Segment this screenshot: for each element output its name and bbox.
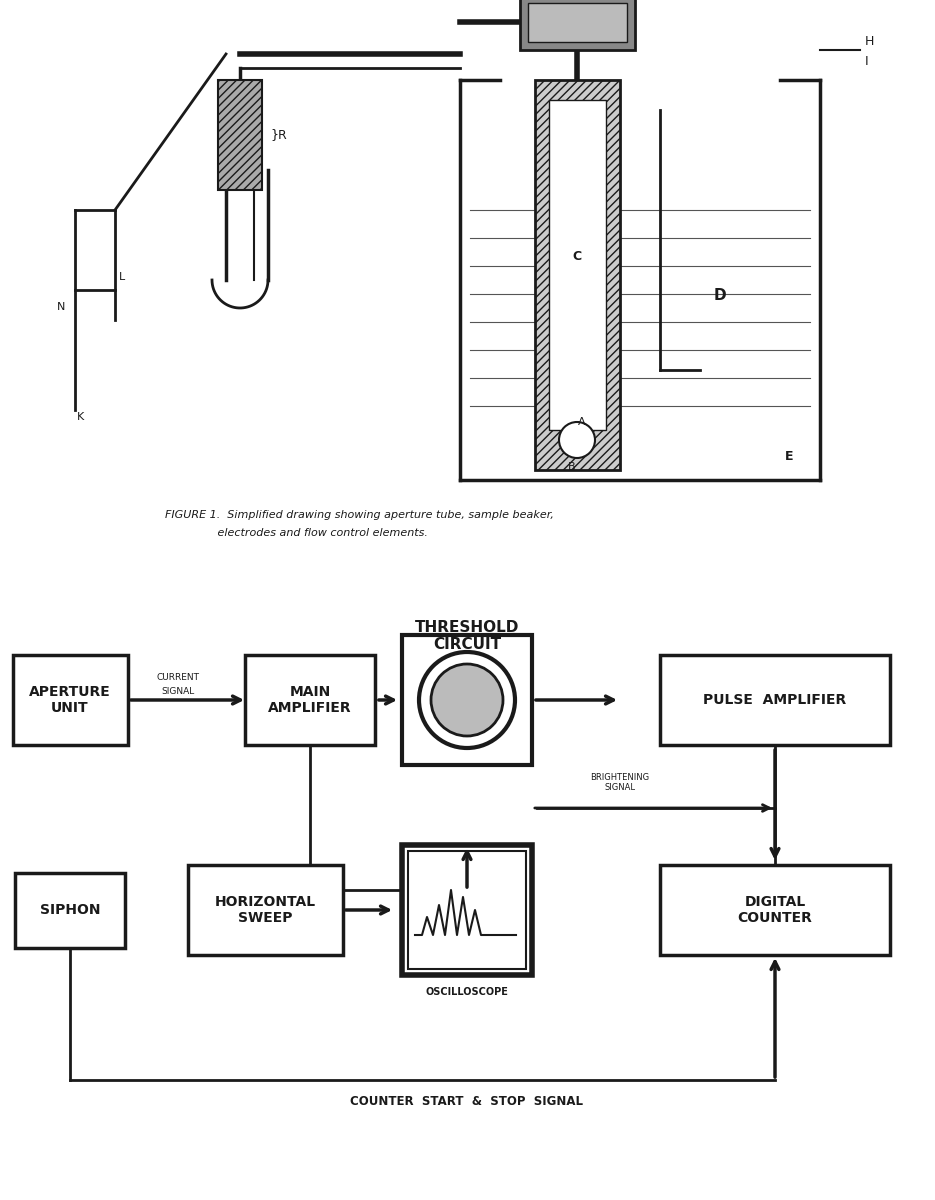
Text: BRIGHTENING
SIGNAL: BRIGHTENING SIGNAL: [590, 773, 650, 792]
Text: }R: }R: [270, 128, 287, 142]
Bar: [402, 635, 532, 766]
Text: CURRENT: CURRENT: [156, 673, 199, 682]
Bar: [245, 655, 375, 745]
Bar: [218, 80, 262, 190]
Text: C: C: [572, 250, 582, 263]
Text: H: H: [865, 35, 874, 48]
Bar: [15, 874, 125, 948]
Bar: [188, 865, 343, 955]
Text: N: N: [57, 302, 65, 312]
Circle shape: [431, 664, 503, 736]
Bar: [660, 655, 890, 745]
Text: K: K: [77, 412, 84, 422]
Text: PULSE  AMPLIFIER: PULSE AMPLIFIER: [703, 692, 846, 707]
Circle shape: [559, 422, 595, 458]
Bar: [408, 851, 526, 970]
Text: A: A: [578, 416, 586, 427]
Bar: [520, 0, 635, 50]
Bar: [13, 655, 128, 745]
Text: HORIZONTAL
SWEEP: HORIZONTAL SWEEP: [214, 895, 316, 925]
Bar: [402, 845, 532, 974]
Text: COUNTER  START  &  STOP  SIGNAL: COUNTER START & STOP SIGNAL: [351, 1094, 583, 1108]
Text: SIGNAL: SIGNAL: [162, 686, 194, 696]
Text: SIPHON: SIPHON: [40, 902, 100, 917]
Circle shape: [419, 652, 515, 748]
Text: OSCILLOSCOPE: OSCILLOSCOPE: [425, 986, 509, 997]
Text: APERTURE
UNIT: APERTURE UNIT: [29, 685, 111, 715]
Text: MAIN
AMPLIFIER: MAIN AMPLIFIER: [268, 685, 352, 715]
Text: E: E: [785, 450, 794, 463]
Text: THRESHOLD
CIRCUIT: THRESHOLD CIRCUIT: [415, 620, 519, 653]
Text: I: I: [865, 55, 869, 68]
Bar: [549, 100, 606, 430]
Text: electrodes and flow control elements.: electrodes and flow control elements.: [165, 528, 428, 538]
Text: FIGURE 1.  Simplified drawing showing aperture tube, sample beaker,: FIGURE 1. Simplified drawing showing ape…: [165, 510, 554, 520]
Bar: [660, 865, 890, 955]
Text: B: B: [568, 462, 576, 472]
Text: D: D: [713, 288, 726, 302]
Bar: [535, 80, 620, 470]
Text: L: L: [119, 272, 125, 282]
Text: DIGITAL
COUNTER: DIGITAL COUNTER: [738, 895, 813, 925]
Bar: [528, 2, 627, 42]
